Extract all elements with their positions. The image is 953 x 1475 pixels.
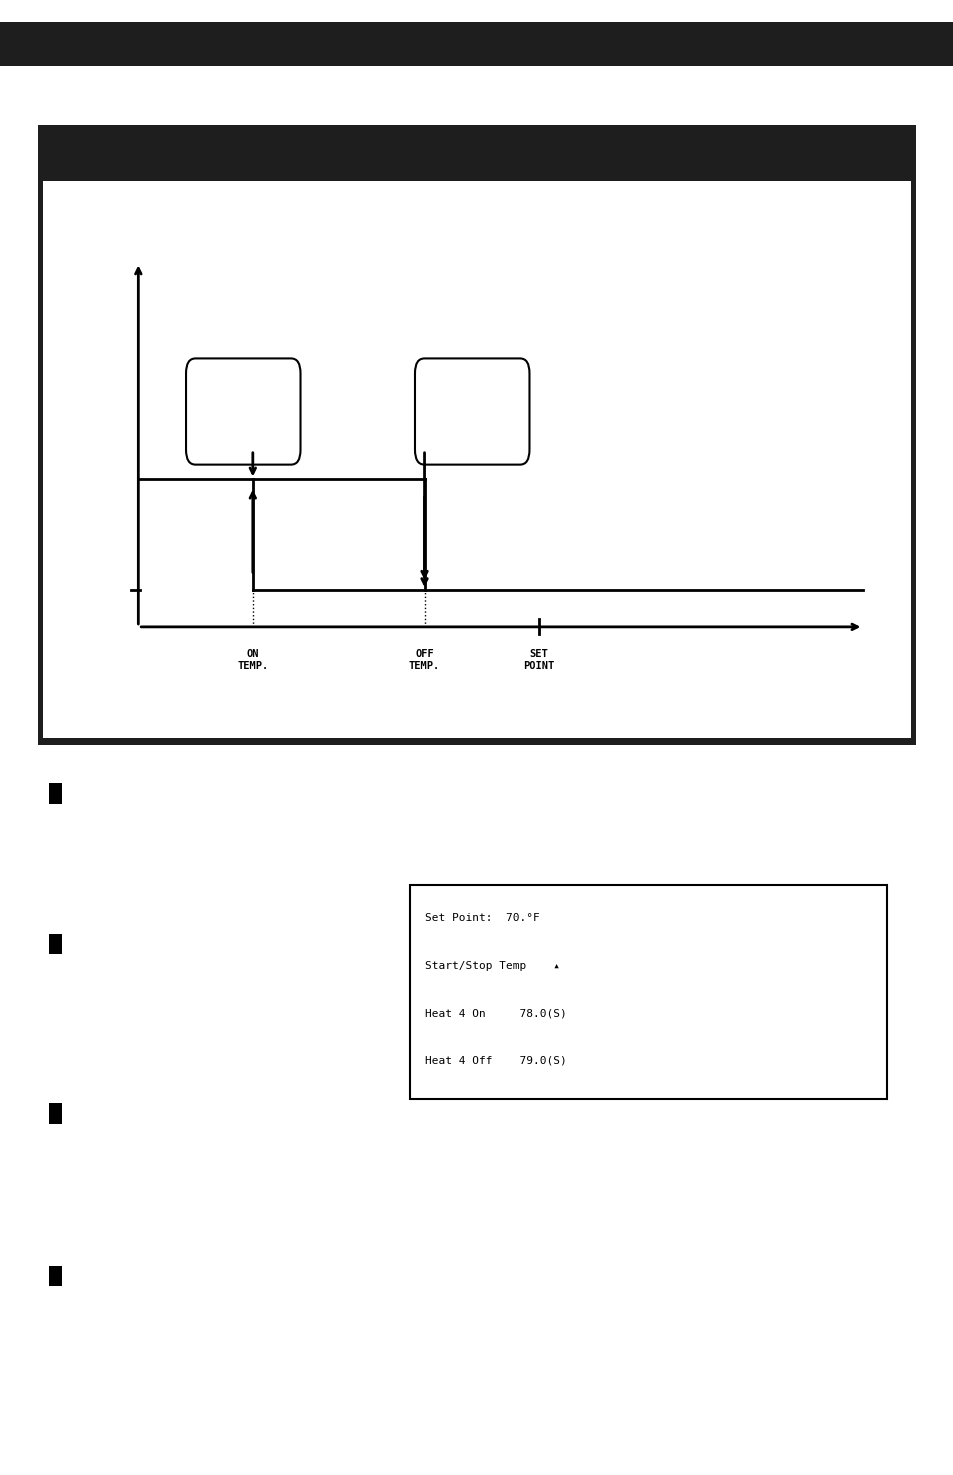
Bar (49, 934, 62, 954)
Text: OFF
TEMP.: OFF TEMP. (409, 649, 439, 671)
Bar (49, 1266, 62, 1286)
Text: ON
TEMP.: ON TEMP. (237, 649, 268, 671)
Text: Heat 4 On     78.0(S): Heat 4 On 78.0(S) (424, 1009, 566, 1018)
Text: Heat 4 Off    79.0(S): Heat 4 Off 79.0(S) (424, 1056, 566, 1066)
Text: Start/Stop Temp    ▴: Start/Stop Temp ▴ (424, 960, 559, 971)
Bar (49, 1103, 62, 1124)
FancyBboxPatch shape (186, 358, 300, 465)
Bar (0, 22, 953, 66)
Text: SET
POINT: SET POINT (523, 649, 554, 671)
Bar (38, 125, 915, 745)
Bar (43, 181, 910, 738)
FancyBboxPatch shape (415, 358, 529, 465)
Bar (49, 783, 62, 804)
Text: Set Point:  70.°F: Set Point: 70.°F (424, 913, 538, 923)
Bar (410, 885, 886, 1099)
